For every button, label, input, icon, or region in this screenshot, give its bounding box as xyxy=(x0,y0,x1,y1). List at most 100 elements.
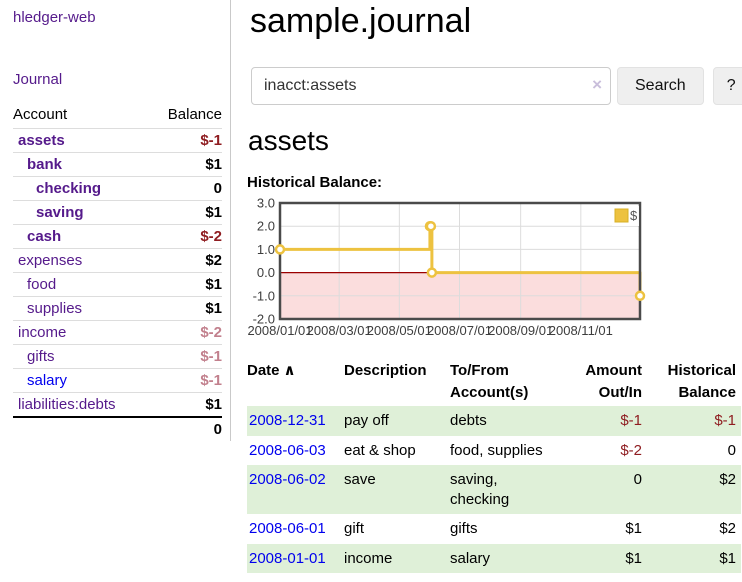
account-row: liabilities:debts $1 xyxy=(13,392,222,417)
account-link[interactable]: liabilities:debts xyxy=(18,396,116,413)
svg-text:2008/07/01: 2008/07/01 xyxy=(427,323,492,338)
account-balance: $1 xyxy=(149,392,222,417)
account-row: income $-2 xyxy=(13,320,222,345)
app-brand-link[interactable]: hledger-web xyxy=(13,9,96,26)
register-table-header: Date ∧ Description To/From Account(s) Amo… xyxy=(247,358,741,407)
register-date-link[interactable]: 2008-12-31 xyxy=(249,412,326,430)
sidebar-item-journal[interactable]: Journal xyxy=(13,71,63,88)
account-balance: $-1 xyxy=(149,344,222,369)
account-link[interactable]: checking xyxy=(36,180,102,197)
accounts-header-account: Account xyxy=(13,106,68,123)
data-point xyxy=(274,244,286,255)
accounts-table-header: Account Balance xyxy=(13,103,222,129)
account-balance: 0 xyxy=(149,176,222,201)
accounts-total-row: 0 xyxy=(13,416,222,441)
account-link[interactable]: supplies xyxy=(27,300,83,317)
table-row: 2008-12-31 pay off debts $-1 $-1 xyxy=(247,406,741,436)
search-input-wrap: × xyxy=(251,67,611,106)
register-date-cell: 2008-12-31 xyxy=(247,406,344,436)
register-header-amount: Amount Out/In xyxy=(585,361,642,401)
account-link[interactable]: gifts xyxy=(27,348,55,365)
table-row: 2008-01-01 income salary $1 $1 xyxy=(247,543,741,574)
register-date-link[interactable]: 2008-06-03 xyxy=(249,441,326,459)
register-date-link[interactable]: 2008-06-02 xyxy=(249,471,326,489)
register-balance-cell: $-1 xyxy=(714,412,736,430)
table-row: 2008-06-01 gift gifts $1 $2 xyxy=(247,514,741,544)
register-balance-cell: $2 xyxy=(719,520,736,538)
account-row: gifts $-1 xyxy=(13,344,222,369)
account-balance: $-2 xyxy=(149,224,222,249)
register-amount-cell: $-1 xyxy=(620,412,642,430)
account-link[interactable]: cash xyxy=(27,228,62,245)
account-link[interactable]: bank xyxy=(27,156,63,173)
svg-text:1.0: 1.0 xyxy=(257,242,275,257)
register-description-cell: gift xyxy=(344,520,365,538)
legend-swatch xyxy=(614,208,629,223)
search-input[interactable] xyxy=(251,67,611,106)
svg-text:-1.0: -1.0 xyxy=(253,288,275,303)
register-description-cell: income xyxy=(344,549,393,567)
table-row: 2008-06-03 eat & shop food, supplies $-2 0 xyxy=(247,436,741,466)
account-link[interactable]: expenses xyxy=(18,252,83,269)
account-balance: $1 xyxy=(149,272,222,297)
register-date-link[interactable]: 2008-01-01 xyxy=(249,549,326,567)
svg-text:2008/03/01: 2008/03/01 xyxy=(307,323,372,338)
account-balance: $1 xyxy=(149,200,222,225)
accounts-table: Account Balance assets $-1 bank $1 checking 0… xyxy=(13,103,222,441)
register-accounts-cell: salary xyxy=(450,549,491,567)
account-link[interactable]: food xyxy=(27,276,57,293)
account-balance: $-2 xyxy=(149,320,222,345)
register-description-cell: eat & shop xyxy=(344,441,416,459)
account-row: checking 0 xyxy=(13,176,222,201)
data-point xyxy=(426,267,438,278)
clear-search-icon[interactable]: × xyxy=(592,75,602,95)
account-row: food $1 xyxy=(13,272,222,297)
account-row: expenses $2 xyxy=(13,248,222,273)
sidebar: hledger-web Journal Account Balance asse… xyxy=(0,0,231,441)
register-date-link[interactable]: 2008-06-01 xyxy=(249,520,326,538)
legend-label: $ xyxy=(630,208,638,223)
register-accounts-cell: gifts xyxy=(450,520,478,538)
register-description-cell: save xyxy=(344,471,376,489)
data-point xyxy=(425,220,437,232)
account-balance: $1 xyxy=(149,152,222,177)
svg-text:-2.0: -2.0 xyxy=(253,311,275,326)
account-row: assets $-1 xyxy=(13,128,222,153)
accounts-header-balance: Balance xyxy=(167,106,222,123)
data-point xyxy=(634,290,646,301)
account-link[interactable]: income xyxy=(18,324,67,341)
account-row: salary $-1 xyxy=(13,368,222,393)
register-date-cell: 2008-06-01 xyxy=(247,514,344,544)
register-amount-cell: $1 xyxy=(625,549,642,567)
account-link[interactable]: salary xyxy=(27,372,68,389)
account-link[interactable]: saving xyxy=(36,204,84,221)
svg-text:0.0: 0.0 xyxy=(257,265,275,280)
account-balance: $1 xyxy=(149,296,222,321)
register-amount-cell: $1 xyxy=(625,520,642,538)
register-header-balance: Historical Balance xyxy=(667,361,736,401)
register-date-cell: 2008-01-01 xyxy=(247,544,344,574)
register-accounts-cell: debts xyxy=(450,412,487,430)
register-accounts-cell: saving, checking xyxy=(450,471,510,508)
help-button[interactable]: ? xyxy=(712,67,742,106)
table-row: 2008-06-02 save saving, checking 0 $2 xyxy=(247,465,741,515)
account-balance: $-1 xyxy=(149,368,222,393)
register-balance-cell: 0 xyxy=(727,441,736,459)
register-balance-cell: $2 xyxy=(719,471,736,489)
account-row: saving $1 xyxy=(13,200,222,225)
register-date-cell: 2008-06-03 xyxy=(247,436,344,466)
register-header-date[interactable]: Date ∧ xyxy=(247,361,296,379)
register-balance-cell: $1 xyxy=(719,549,736,567)
svg-text:2008/05/01: 2008/05/01 xyxy=(367,323,432,338)
accounts-total-balance: 0 xyxy=(149,416,222,441)
svg-text:2008/09/01: 2008/09/01 xyxy=(488,323,553,338)
svg-text:2008/11/01: 2008/11/01 xyxy=(549,323,613,338)
register-accounts-cell: food, supplies xyxy=(450,441,543,459)
historical-balance-chart: $3.0 2.0 1.0 0.0 -1.0 -2.0 2008/01/01 2008/03/0… xyxy=(247,195,647,346)
search-button[interactable]: Search xyxy=(617,67,704,106)
register-amount-cell: $-2 xyxy=(620,441,642,459)
register-amount-cell: 0 xyxy=(633,471,642,489)
account-link[interactable]: assets xyxy=(18,132,65,149)
register-header-accounts: To/From Account(s) xyxy=(450,361,529,401)
